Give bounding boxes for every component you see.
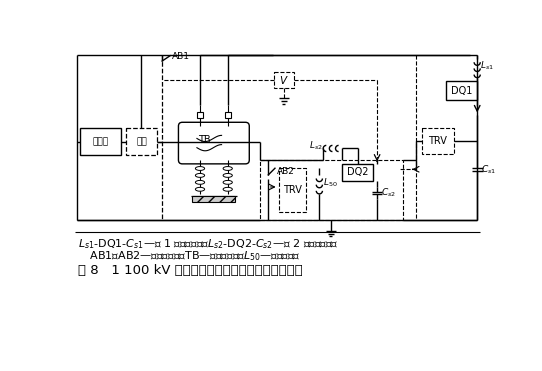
Ellipse shape (195, 187, 205, 191)
Text: AB1、AB2—辅助断路器；TB—被试断路器；$L_{50}$—工频电抗。: AB1、AB2—辅助断路器；TB—被试断路器；$L_{50}$—工频电抗。 (86, 249, 301, 263)
Bar (192, 196, 235, 202)
Ellipse shape (223, 187, 233, 191)
Text: 图 8   1 100 kV 断路器的整极试验接线（三回路法）: 图 8 1 100 kV 断路器的整极试验接线（三回路法） (79, 264, 303, 277)
Bar (343, 164, 373, 181)
Text: $L_{s1}$-DQ1-$C_{s1}$—第 1 套电压回路；$L_{s2}$-DQ2-$C_{s2}$—第 2 套电压回路；: $L_{s1}$-DQ1-$C_{s1}$—第 1 套电压回路；$L_{s2}$… (79, 237, 339, 251)
Bar (447, 82, 477, 100)
Bar (126, 128, 157, 155)
Bar (197, 112, 203, 118)
Text: DQ1: DQ1 (451, 86, 473, 96)
Ellipse shape (223, 174, 233, 177)
Ellipse shape (223, 167, 233, 170)
Text: 电流源: 电流源 (93, 137, 109, 146)
Text: $L_{s2}$: $L_{s2}$ (309, 140, 323, 152)
Text: DQ2: DQ2 (347, 167, 369, 177)
Text: $L_{s1}$: $L_{s1}$ (480, 60, 493, 72)
Bar (80, 128, 121, 155)
Bar (274, 72, 294, 88)
Bar (224, 112, 231, 118)
Bar (422, 128, 454, 154)
Bar (260, 160, 403, 220)
Text: TB: TB (198, 135, 211, 145)
Text: $V$: $V$ (279, 74, 289, 86)
Text: $C_{s1}$: $C_{s1}$ (481, 163, 496, 175)
Text: AB2: AB2 (277, 167, 295, 176)
Text: TRV: TRV (429, 136, 447, 146)
Ellipse shape (195, 180, 205, 184)
Text: $C_{s2}$: $C_{s2}$ (381, 186, 396, 198)
Ellipse shape (223, 180, 233, 184)
Text: $L_{50}$: $L_{50}$ (323, 177, 338, 189)
FancyBboxPatch shape (178, 122, 249, 164)
Ellipse shape (195, 167, 205, 170)
Text: TRV: TRV (283, 185, 302, 195)
Text: AB1: AB1 (172, 52, 190, 61)
Ellipse shape (195, 174, 205, 177)
Bar (279, 168, 306, 212)
Text: 延弧: 延弧 (136, 137, 147, 146)
